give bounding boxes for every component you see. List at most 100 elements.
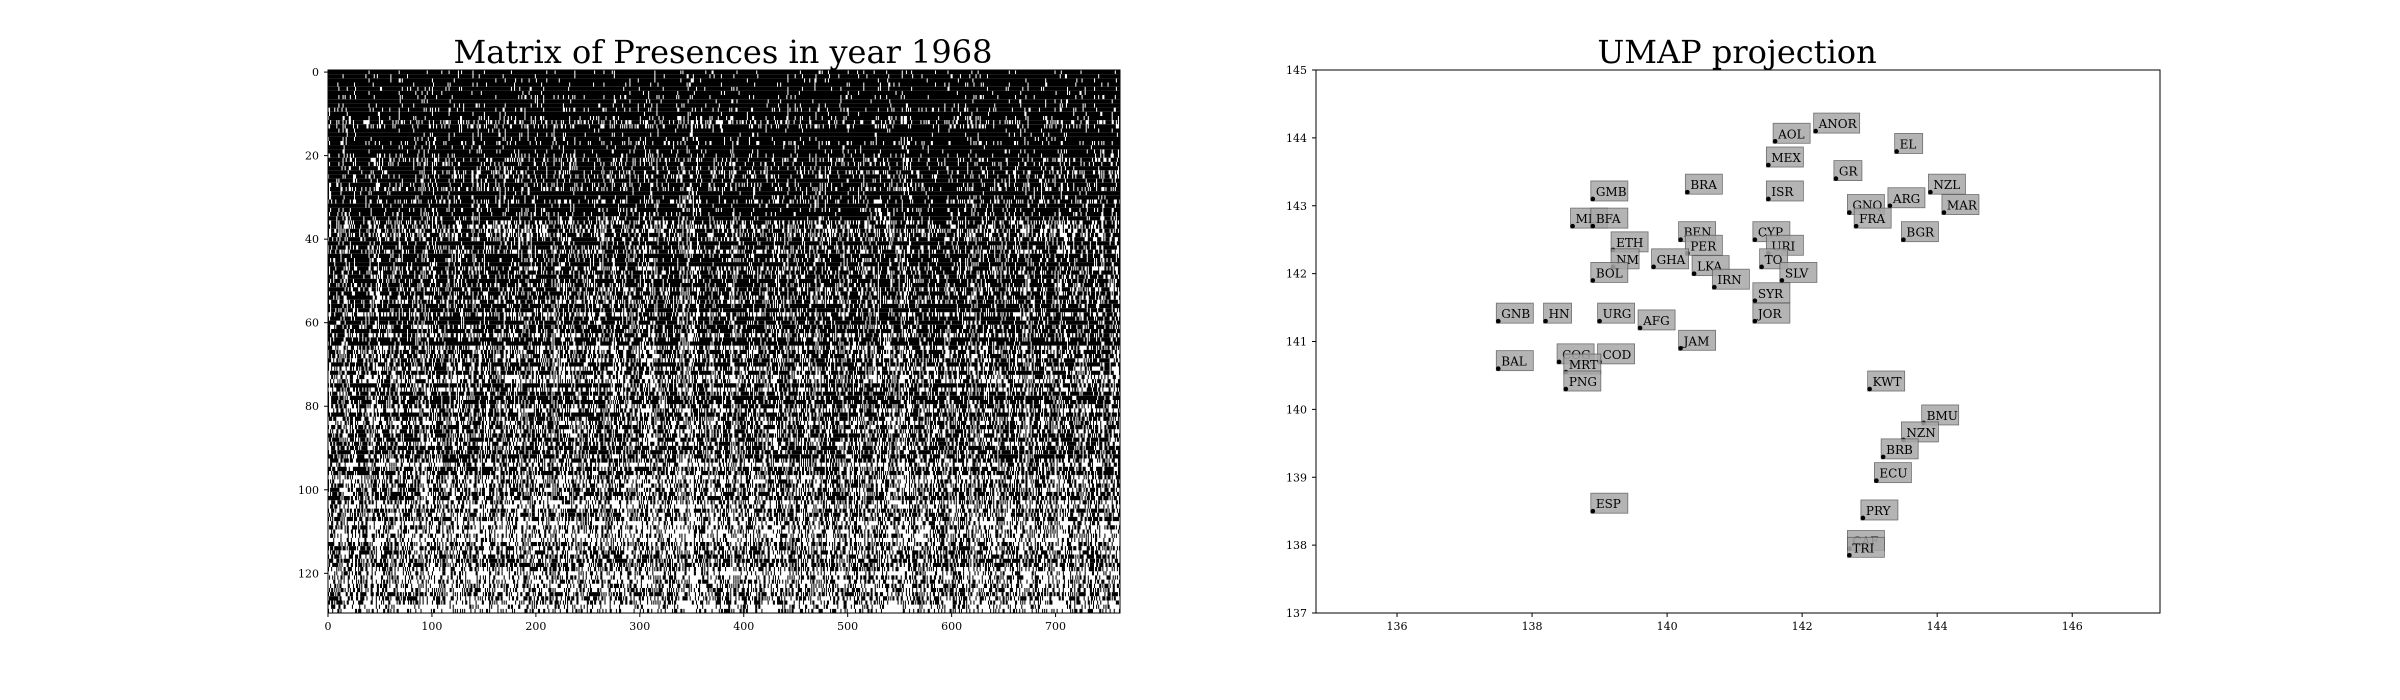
heatmap-row — [328, 483, 1120, 488]
umap-label-box — [1921, 404, 1960, 426]
heatmap-x-tick-label: 100 — [421, 620, 442, 633]
heatmap-row — [328, 191, 1120, 196]
heatmap-title: Matrix of Presences in year 1968 — [454, 33, 993, 71]
umap-point: PRY — [1860, 499, 1899, 521]
heatmap-row — [328, 362, 1120, 367]
heatmap-y-tick-label: 60 — [305, 317, 319, 330]
heatmap-row — [330, 153, 1121, 158]
umap-point-label: FRA — [1859, 212, 1885, 226]
heatmap-row — [328, 262, 1120, 267]
umap-point-label: BRB — [1886, 443, 1913, 457]
heatmap-row — [328, 404, 1120, 409]
heatmap-row — [328, 366, 1120, 371]
heatmap-row — [331, 500, 1120, 505]
heatmap-row — [328, 111, 1120, 116]
heatmap-x-tick-label: 600 — [941, 620, 962, 633]
heatmap-row — [332, 475, 1120, 480]
heatmap-row — [328, 232, 1120, 238]
umap-point: AOL — [1772, 122, 1811, 144]
heatmap-row — [329, 341, 1120, 346]
heatmap-row — [329, 237, 1120, 242]
umap-label-box — [1543, 302, 1572, 324]
umap-y-ticks: 137 138 139 140 141 142 143 144 145 — [1286, 64, 1316, 620]
umap-point: MEX — [1765, 146, 1804, 168]
umap-point-marker — [1928, 189, 1933, 195]
heatmap-row — [329, 558, 1118, 563]
umap-point-marker — [1752, 318, 1758, 324]
umap-point-label: TO — [1765, 253, 1783, 267]
umap-point-label: JAM — [1682, 334, 1710, 348]
heatmap-row — [328, 166, 1120, 171]
umap-point: JAM — [1678, 329, 1717, 351]
heatmap-row — [328, 203, 1120, 208]
umap-point-marker — [1867, 386, 1872, 392]
heatmap-row — [330, 107, 1121, 112]
umap-label-box — [1941, 194, 1980, 215]
heatmap-row — [329, 512, 1120, 517]
umap-label-box — [1901, 421, 1939, 443]
heatmap-row — [328, 554, 1117, 559]
heatmap-row — [330, 550, 1117, 555]
umap-point: IRN — [1711, 268, 1750, 290]
heatmap-row — [328, 470, 1120, 476]
heatmap-row — [328, 257, 1120, 263]
heatmap-row — [328, 216, 1120, 221]
umap-point-label: HN — [1549, 307, 1570, 321]
umap-point-label: AOL — [1777, 127, 1805, 141]
umap-label-box — [1813, 112, 1861, 134]
heatmap-row — [329, 575, 1118, 580]
heatmap-x-tick-label: 300 — [629, 620, 650, 633]
umap-point: KWT — [1867, 370, 1906, 392]
umap-point: BAL — [1495, 350, 1534, 372]
heatmap-row — [329, 349, 1117, 355]
umap-point: BOL — [1590, 262, 1629, 283]
heatmap-row — [328, 170, 1120, 175]
heatmap-row — [329, 525, 1120, 530]
umap-label-box — [1887, 187, 1926, 209]
umap-point-label: SLV — [1785, 266, 1809, 280]
umap-point-label: ISR — [1771, 185, 1794, 199]
umap-point-marker — [1712, 284, 1717, 290]
heatmap-y-tick-label: 80 — [305, 400, 319, 413]
heatmap-row — [329, 174, 1120, 179]
heatmap-row — [328, 516, 1119, 522]
umap-point-marker — [1597, 318, 1602, 324]
umap-point-marker — [1813, 128, 1818, 134]
heatmap-row — [334, 571, 1120, 576]
heatmap-row — [328, 358, 1118, 363]
heatmap-row — [328, 391, 1119, 396]
umap-point-marker — [1590, 196, 1596, 202]
umap-point-marker — [1678, 345, 1683, 351]
umap-point: MAR — [1941, 194, 1980, 215]
umap-label-box — [1901, 221, 1939, 243]
heatmap-row — [328, 383, 1120, 388]
umap-label-box — [1495, 302, 1534, 324]
umap-point-label: ESP — [1596, 497, 1621, 511]
heatmap-row — [330, 462, 1121, 467]
umap-point: BGR — [1901, 221, 1939, 243]
heatmap-row — [328, 395, 1120, 400]
umap-label-box — [1590, 262, 1629, 283]
heatmap-row — [328, 324, 1119, 329]
heatmap-row — [330, 370, 1121, 375]
heatmap-x-tick-label: 200 — [525, 620, 546, 633]
heatmap-row — [328, 78, 1120, 83]
heatmap-y-tick-label: 100 — [298, 484, 319, 497]
umap-point-label: GNB — [1501, 307, 1530, 321]
heatmap-row — [328, 546, 1120, 551]
umap-point: COD — [1597, 343, 1635, 365]
heatmap-row — [328, 567, 1120, 572]
heatmap-row — [328, 224, 1120, 229]
heatmap-row — [328, 454, 1120, 459]
umap-point-label: NZN — [1906, 426, 1935, 440]
heatmap-row — [328, 399, 1120, 405]
umap-label-box — [1590, 207, 1629, 229]
umap-point: MRT — [1563, 353, 1602, 375]
umap-point-marker — [1847, 210, 1852, 215]
heatmap-row — [328, 74, 1120, 79]
umap-point: ARG — [1887, 187, 1926, 209]
umap-point: GNB — [1495, 302, 1534, 324]
umap-point-label: NZL — [1933, 178, 1960, 192]
umap-point: BFA — [1590, 207, 1629, 229]
